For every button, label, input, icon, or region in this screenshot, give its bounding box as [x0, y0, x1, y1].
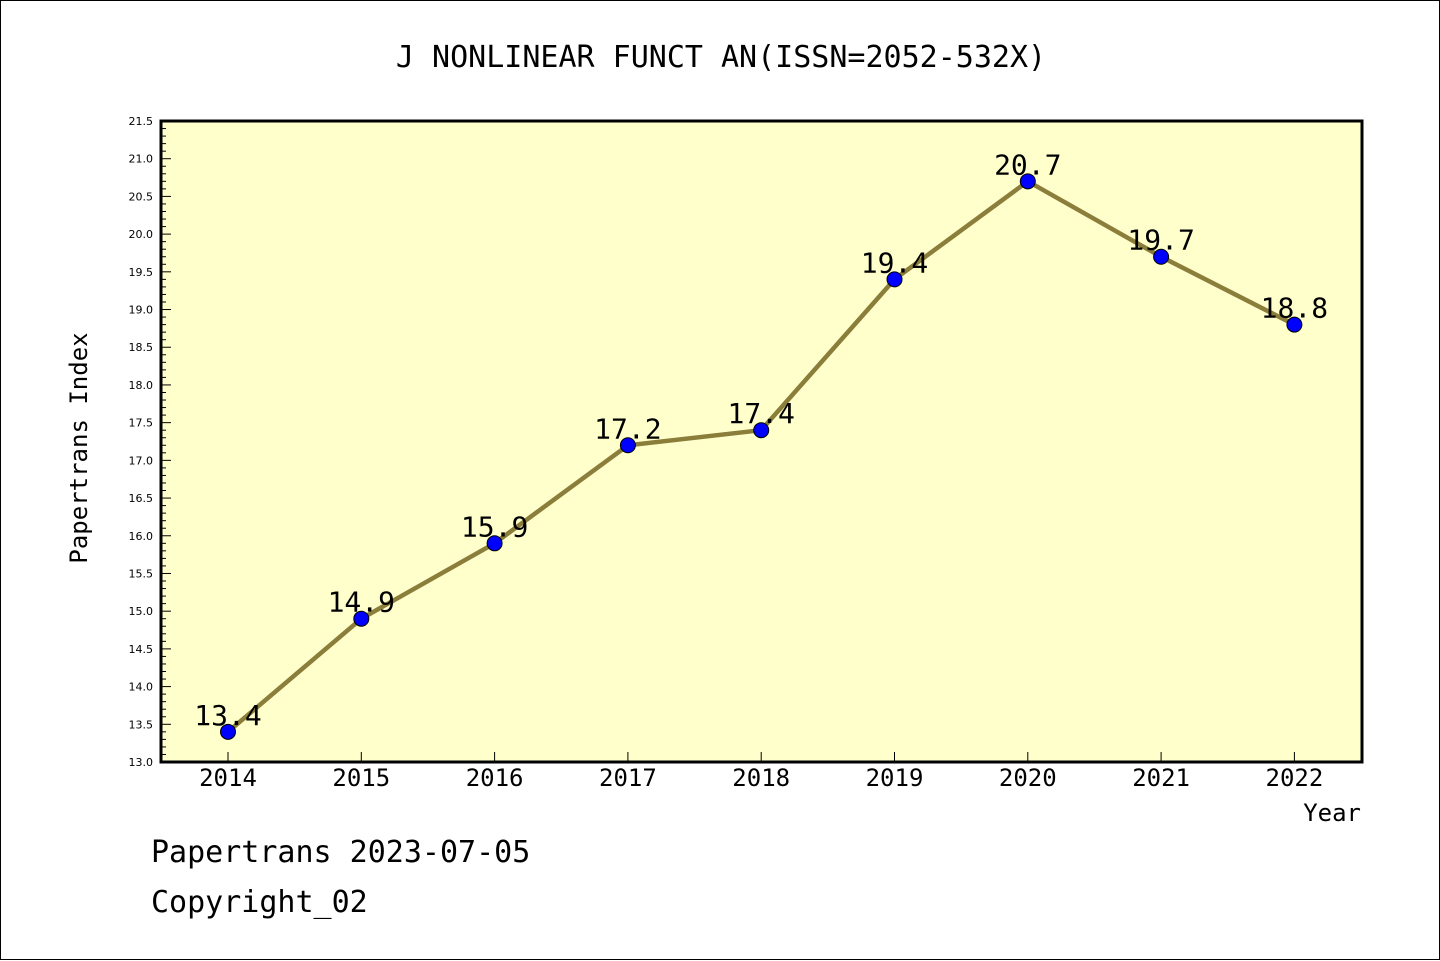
data-label: 19.4	[861, 246, 928, 279]
y-tick-label: 15.5	[129, 567, 154, 580]
plot-area	[161, 121, 1362, 762]
footer-date: Papertrans 2023-07-05	[151, 835, 531, 870]
y-tick-label: 13.5	[129, 718, 154, 731]
footer-copyright: Copyright_02	[151, 885, 368, 920]
plot-border	[159, 119, 1364, 764]
y-tick-label: 20.5	[129, 190, 154, 203]
x-tick-label: 2016	[466, 764, 524, 792]
data-point	[353, 610, 370, 627]
y-tick-label: 21.5	[129, 115, 154, 128]
data-label: 17.2	[594, 412, 661, 445]
data-point	[886, 271, 903, 288]
data-label: 13.4	[194, 699, 261, 732]
data-point	[1019, 173, 1036, 190]
data-label: 19.7	[1127, 224, 1194, 257]
y-tick-label: 19.5	[129, 266, 154, 279]
data-label: 18.8	[1261, 292, 1328, 325]
x-tick-label: 2021	[1132, 764, 1190, 792]
x-tick-label: 2022	[1266, 764, 1324, 792]
y-tick-label: 14.0	[129, 681, 154, 694]
data-point	[1153, 248, 1170, 265]
y-tick-label: 15.0	[129, 605, 154, 618]
x-tick-label: 2018	[732, 764, 790, 792]
x-tick-label: 2017	[599, 764, 657, 792]
y-tick-label: 20.0	[129, 228, 154, 241]
y-tick-label: 16.5	[129, 492, 154, 505]
data-label: 15.9	[461, 510, 528, 543]
y-tick-label: 18.5	[129, 341, 154, 354]
y-tick-label: 13.0	[129, 756, 154, 769]
y-tick-label: 16.0	[129, 530, 154, 543]
x-tick-label: 2019	[866, 764, 924, 792]
chart-title: J NONLINEAR FUNCT AN(ISSN=2052-532X)	[396, 40, 1046, 75]
y-tick-label: 17.5	[129, 417, 154, 430]
series-line-group: 13.4 14.9 15.9 17.2 17.4 19.4 20.7 19.7 18.8	[194, 148, 1328, 740]
x-tick-label: 2015	[332, 764, 390, 792]
data-point	[753, 422, 770, 439]
data-point	[1286, 316, 1303, 333]
x-tick-label: 2014	[199, 764, 257, 792]
x-tick-label: 2020	[999, 764, 1057, 792]
data-label: 17.4	[727, 397, 794, 430]
y-axis-label: Papertrans Index	[65, 332, 93, 563]
y-tick-label: 19.0	[129, 304, 154, 317]
y-axis: 13.0 13.5 14.0 14.5 15.0 15.5 16.0 16.5 17.0 17.5…	[129, 115, 171, 769]
x-axis-label: Year	[1303, 799, 1361, 827]
data-point	[486, 535, 503, 552]
y-tick-label: 14.5	[129, 643, 154, 656]
data-point	[220, 723, 236, 740]
x-axis: 2014 2015 2016 2017 2018 2019 2020 2021 2022	[199, 752, 1323, 792]
data-label: 20.7	[994, 148, 1061, 181]
y-tick-label: 17.0	[129, 454, 154, 467]
y-tick-label: 18.0	[129, 379, 154, 392]
data-point	[619, 437, 636, 454]
data-label: 14.9	[328, 586, 395, 619]
y-tick-label: 21.0	[129, 153, 154, 166]
